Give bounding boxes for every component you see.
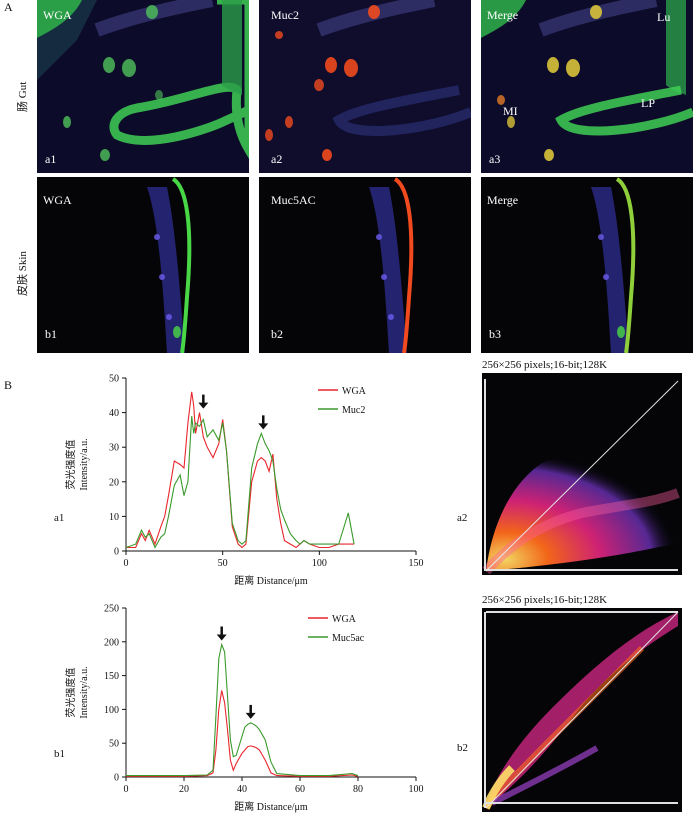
panel-tag-b1: b1 bbox=[45, 327, 57, 341]
colocalization-scatter-a2-image bbox=[482, 379, 680, 575]
panel-title-a3: Merge bbox=[487, 8, 519, 22]
profile-tag-b1: b1 bbox=[54, 748, 65, 760]
panel-tag-a1: a1 bbox=[45, 152, 57, 166]
micrograph-skin-muc5ac: Muc5AC b2 bbox=[259, 177, 471, 353]
series-line-muc2 bbox=[125, 416, 355, 549]
micrograph-gut-wga: WGA a1 bbox=[37, 0, 249, 173]
y-tick-label: 40 bbox=[109, 408, 119, 419]
series-line-wga bbox=[126, 391, 355, 549]
micrograph-gut-wga-image bbox=[37, 0, 249, 173]
x-tick-label: 80 bbox=[353, 784, 363, 795]
legend-label: Muc2 bbox=[342, 405, 365, 416]
scatter-title-a2: 256×256 pixels;16-bit;128K bbox=[482, 359, 608, 371]
x-tick-label: 100 bbox=[312, 558, 327, 569]
x-tick-label: 60 bbox=[295, 784, 305, 795]
section-label-b: B bbox=[4, 378, 13, 392]
micrograph-gut-muc2: Muc2 a2 bbox=[259, 0, 471, 173]
colocalization-scatter-a2 bbox=[482, 373, 682, 575]
x-tick-label: 40 bbox=[237, 784, 247, 795]
panel-tag-b3: b3 bbox=[489, 327, 501, 341]
peak-arrow-head bbox=[198, 402, 209, 409]
y-tick-label: 50 bbox=[109, 739, 119, 750]
y-tick-label: 10 bbox=[109, 512, 119, 523]
micrograph-skin-merge-image bbox=[481, 177, 693, 353]
y-tick-label: 200 bbox=[104, 637, 119, 648]
scatter-tag-a2: a2 bbox=[457, 512, 468, 524]
panel-title-b1: WGA bbox=[43, 193, 72, 207]
x-tick-label: 0 bbox=[124, 558, 129, 569]
peak-arrow-head bbox=[245, 712, 256, 719]
panel-title-b2: Muc5AC bbox=[271, 193, 316, 207]
micrograph-gut-merge-image bbox=[481, 0, 693, 173]
y-tick-label: 30 bbox=[109, 443, 119, 454]
row-label-gut: 肠 Gut bbox=[17, 81, 29, 112]
y-tick-label: 0 bbox=[114, 547, 119, 558]
peak-arrow-head bbox=[216, 634, 227, 641]
colocalization-scatter-b2 bbox=[482, 608, 682, 812]
row-label-skin: 皮肤 Skin bbox=[17, 251, 29, 296]
peak-arrow-head bbox=[258, 423, 269, 430]
micrograph-gut-merge: Merge Lu MI LP a3 bbox=[481, 0, 693, 173]
micrograph-skin-wga: WGA b1 bbox=[37, 177, 249, 353]
section-label-a: A bbox=[4, 0, 13, 14]
y-tick-label: 100 bbox=[104, 705, 119, 716]
micrograph-gut-muc2-image bbox=[259, 0, 471, 173]
panel-tag-a3: a3 bbox=[489, 152, 501, 166]
x-tick-label: 150 bbox=[409, 558, 424, 569]
panel-tag-a2: a2 bbox=[271, 152, 283, 166]
annotation-lp: LP bbox=[641, 96, 656, 110]
x-tick-label: 20 bbox=[179, 784, 189, 795]
scatter-tag-b2: b2 bbox=[457, 742, 468, 754]
series-line-wga bbox=[126, 690, 359, 777]
panel-title-b3: Merge bbox=[487, 193, 519, 207]
panel-title-a1: WGA bbox=[43, 8, 72, 22]
profile-tag-a1: a1 bbox=[54, 512, 65, 524]
y-tick-label: 250 bbox=[104, 604, 119, 615]
annotation-lu: Lu bbox=[657, 10, 671, 24]
x-axis-label: 距离 Distance/μm bbox=[234, 574, 308, 587]
series-line-muc5ac bbox=[126, 642, 359, 777]
annotation-mi: MI bbox=[503, 104, 518, 118]
x-tick-label: 0 bbox=[124, 784, 129, 795]
micrograph-skin-wga-image bbox=[37, 177, 249, 353]
y-tick-label: 0 bbox=[114, 773, 119, 784]
panel-tag-b2: b2 bbox=[271, 327, 283, 341]
y-tick-label: 20 bbox=[109, 477, 119, 488]
y-tick-label: 150 bbox=[104, 671, 119, 682]
micrograph-skin-muc5ac-image bbox=[259, 177, 471, 353]
colocalization-scatter-b2-image bbox=[482, 611, 679, 810]
legend-label: WGA bbox=[342, 386, 367, 397]
x-tick-label: 50 bbox=[218, 558, 228, 569]
legend-label: WGA bbox=[332, 614, 357, 625]
micrograph-skin-merge: Merge b3 bbox=[481, 177, 693, 353]
y-axis-label: 荧光强度值 Intensity/a.u. bbox=[64, 666, 90, 718]
legend-label: Muc5ac bbox=[332, 633, 365, 644]
x-tick-label: 100 bbox=[409, 784, 424, 795]
y-tick-label: 50 bbox=[109, 374, 119, 385]
x-axis-label: 距离 Distance/μm bbox=[234, 800, 308, 813]
panel-title-a2: Muc2 bbox=[271, 8, 299, 22]
scatter-title-b2: 256×256 pixels;16-bit;128K bbox=[482, 594, 608, 606]
y-axis-label: 荧光强度值 Intensity/a.u. bbox=[64, 438, 90, 490]
intensity-profile-chart-skin: 0 50 100 150 200 250 0 20 40 60 80 100 距离 Distance/μ… bbox=[64, 604, 424, 814]
intensity-profile-chart-gut: 0 10 20 30 40 50 0 50 100 150 距离 Distance/μm 荧光强度值 I… bbox=[64, 374, 424, 588]
